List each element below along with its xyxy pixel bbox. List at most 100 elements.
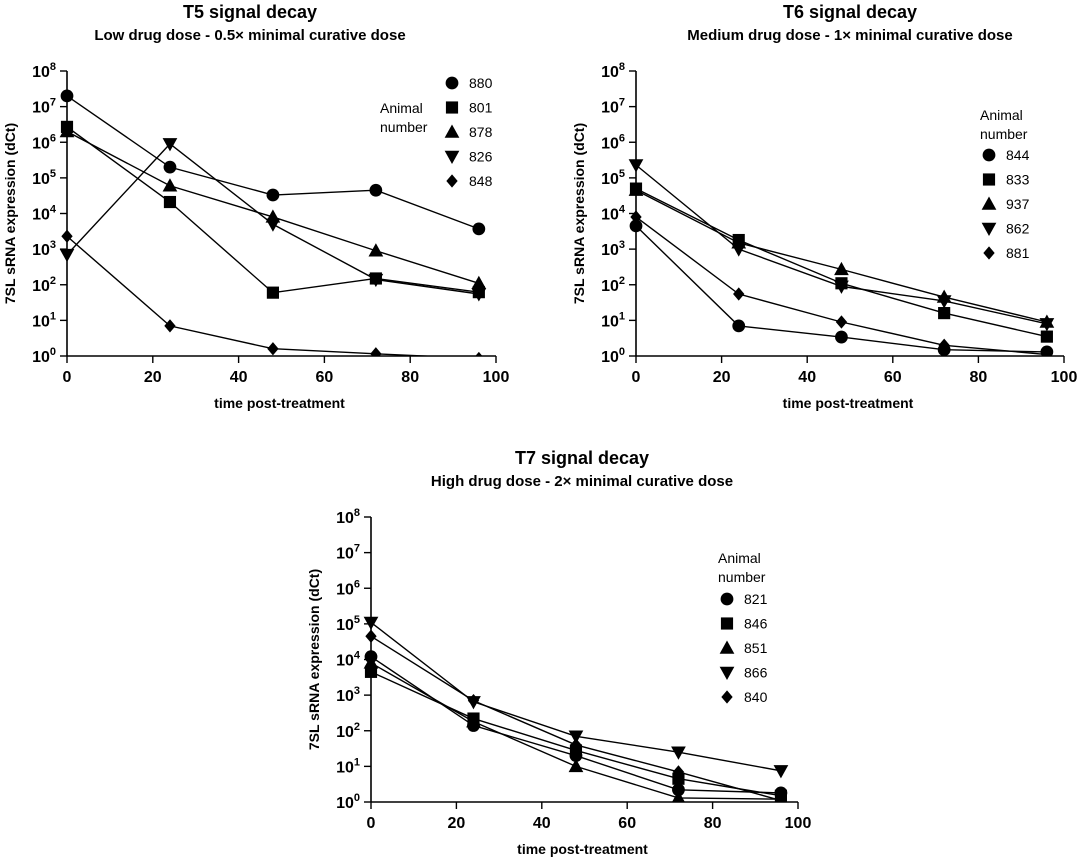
data-point-878: [471, 275, 487, 289]
data-point-840: [672, 765, 685, 779]
legend-marker-840: [721, 690, 733, 704]
data-point-862: [731, 243, 747, 257]
legend-label: 821: [744, 591, 768, 607]
y-tick-label: 106: [32, 132, 56, 152]
data-point-881: [835, 315, 848, 329]
x-axis-label: time post-treatment: [517, 841, 648, 857]
data-point-862: [628, 159, 644, 173]
data-point-826: [471, 288, 487, 302]
data-point-801: [163, 195, 177, 209]
data-point-848: [267, 342, 279, 356]
y-tick-label: 107: [336, 543, 360, 563]
legend-marker-848: [446, 174, 458, 188]
data-point-881: [938, 338, 950, 352]
y-tick-label: 104: [32, 204, 57, 224]
data-point-881: [733, 287, 745, 301]
data-point-848: [370, 347, 382, 356]
data-point-840: [365, 629, 377, 643]
y-tick-label: 105: [601, 168, 625, 188]
chart-panel-1: T5 signal decay Low drug dose - 0.5× mini…: [2, 2, 509, 411]
y-tick-label: 101: [601, 310, 625, 330]
legend-label: 866: [744, 665, 768, 681]
chart-title: T5 signal decay: [183, 2, 317, 22]
data-point-844: [732, 319, 746, 333]
y-tick-label: 104: [601, 204, 626, 224]
data-point-840: [570, 738, 582, 752]
data-point-880: [369, 183, 383, 197]
y-tick-label: 107: [32, 97, 56, 117]
legend: Animal number 880 801 878 826 848: [380, 75, 493, 189]
data-point-937: [834, 261, 849, 276]
y-axis-label: 7SL sRNA expression (dCt): [571, 123, 587, 304]
legend-title: number: [980, 126, 1028, 142]
y-tick-label: 103: [32, 239, 56, 259]
data-point-937: [628, 182, 644, 196]
legend-label: 844: [1006, 147, 1030, 163]
legend-title: Animal: [980, 107, 1023, 123]
x-axis-label: time post-treatment: [783, 395, 914, 411]
data-point-866: [568, 730, 584, 744]
data-point-826: [162, 138, 178, 152]
y-tick-label: 102: [32, 275, 56, 295]
x-tick-label: 0: [367, 815, 376, 832]
legend-marker-881: [983, 246, 995, 260]
y-tick-label: 108: [601, 61, 625, 81]
y-tick-label: 103: [336, 685, 360, 705]
data-point-840: [467, 693, 480, 708]
legend-marker-866: [719, 666, 735, 681]
data-point-826: [265, 218, 281, 232]
legend-marker-878: [444, 124, 460, 138]
legend-label: 846: [744, 616, 768, 632]
chart-subtitle: Low drug dose - 0.5× minimal curative do…: [94, 27, 405, 44]
legend-label: 878: [469, 124, 493, 140]
legend: Animal number 844 833 937 862 881: [980, 107, 1030, 261]
legend-label: 937: [1006, 196, 1030, 212]
data-point-848: [164, 319, 176, 333]
data-point-826: [368, 273, 384, 288]
data-point-880: [266, 188, 280, 202]
legend-marker-833: [982, 173, 996, 186]
data-point-862: [936, 295, 952, 309]
x-tick-label: 40: [533, 815, 551, 832]
data-point-866: [363, 616, 379, 630]
legend-title: Animal: [380, 100, 423, 116]
legend-label: 826: [469, 149, 493, 165]
data-point-881: [1041, 347, 1053, 356]
legend-label: 833: [1006, 172, 1030, 188]
y-tick-label: 104: [336, 650, 361, 670]
legend-title: Animal: [718, 550, 761, 566]
legend-label: 848: [469, 173, 493, 189]
x-tick-label: 40: [230, 369, 248, 386]
y-tick-label: 100: [336, 792, 360, 812]
series-line-937: [635, 189, 1048, 323]
x-tick-label: 0: [63, 369, 72, 386]
y-tick-label: 105: [32, 168, 56, 188]
legend: Animal number 821 846 851 866 840: [718, 550, 768, 705]
data-point-878: [59, 123, 75, 138]
series-line-878: [66, 130, 480, 284]
data-point-880: [60, 89, 74, 103]
legend-label: 801: [469, 100, 493, 116]
legend-label: 880: [469, 75, 493, 91]
data-point-866: [671, 746, 686, 760]
data-point-848: [61, 229, 73, 243]
series-group: [628, 159, 1055, 356]
series-line-821: [370, 656, 781, 794]
x-tick-label: 80: [970, 369, 988, 386]
data-point-844: [835, 330, 848, 344]
legend-marker-826: [444, 150, 460, 165]
y-tick-label: 100: [601, 346, 625, 366]
x-tick-label: 60: [884, 369, 902, 386]
data-point-848: [475, 351, 483, 356]
series-group: [363, 616, 789, 802]
x-tick-label: 0: [632, 369, 641, 386]
data-point-840: [775, 793, 787, 802]
y-tick-label: 103: [601, 239, 625, 259]
legend-marker-862: [981, 222, 997, 237]
y-tick-label: 100: [32, 346, 56, 366]
data-point-833: [1040, 330, 1053, 343]
legend-marker-846: [720, 617, 734, 630]
x-tick-label: 20: [448, 815, 466, 832]
legend-label: 851: [744, 640, 768, 656]
y-tick-label: 102: [336, 721, 360, 741]
